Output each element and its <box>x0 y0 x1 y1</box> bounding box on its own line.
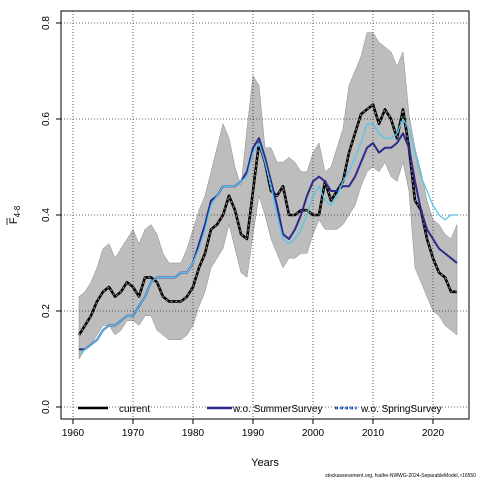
caption: stockassessment.org, fsalhe-NWWG-2024-Se… <box>325 473 476 479</box>
x-tick-label-1990: 1990 <box>242 428 265 439</box>
legend: current w.o. SummerSurvey w.o. SpringSur… <box>78 404 442 415</box>
legend-label-current: current <box>119 404 150 415</box>
x-tick-label-2020: 2020 <box>422 428 445 439</box>
x-tick-label-2010: 2010 <box>362 428 385 439</box>
x-tick-label-1970: 1970 <box>122 428 145 439</box>
legend-label-summer: w.o. SummerSurvey <box>232 404 322 415</box>
x-tick-label-2000: 2000 <box>302 428 325 439</box>
y-tick-label-0.8: 0.8 <box>41 16 52 30</box>
y-tick-label-0.4: 0.4 <box>41 208 52 222</box>
legend-label-spring: w.o. SpringSurvey <box>360 404 442 415</box>
x-tick-label-1960: 1960 <box>62 428 85 439</box>
y-axis-title-main: F <box>8 217 20 224</box>
svg-text:F4-8: F4-8 <box>8 205 22 224</box>
x-tick-label-1980: 1980 <box>182 428 205 439</box>
series-spring-line <box>78 118 457 355</box>
y-tick-label-0.6: 0.6 <box>41 112 52 126</box>
y-tick-label-0.2: 0.2 <box>41 304 52 318</box>
series-current-dots <box>78 103 457 336</box>
y-axis-title-sub: 4-8 <box>13 205 22 217</box>
axis-layer: 1960 1970 1980 1990 2000 2010 2020 0.0 0.2 0.4 0.6… <box>41 16 445 439</box>
series-layer <box>77 103 458 355</box>
y-tick-label-0.0: 0.0 <box>41 400 52 414</box>
y-axis-title: F4-8 <box>6 205 22 225</box>
x-axis-title: Years <box>251 457 279 469</box>
grid-layer <box>61 11 469 419</box>
